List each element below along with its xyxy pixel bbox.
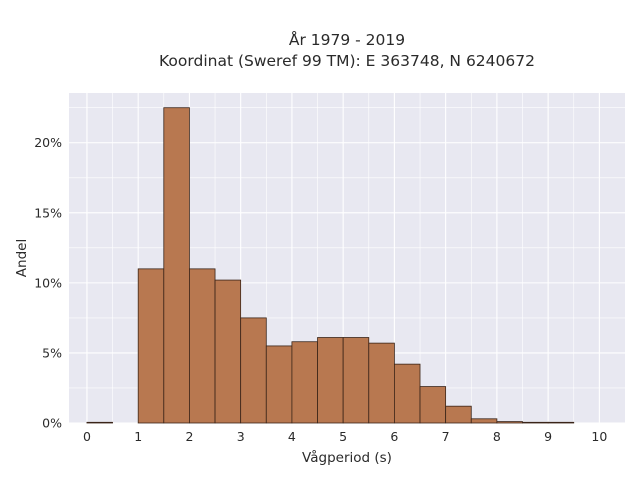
- y-tick-label: 15%: [34, 205, 62, 220]
- x-tick-label: 3: [237, 429, 245, 444]
- histogram-bar: [163, 107, 190, 424]
- histogram-bar: [419, 386, 447, 424]
- histogram-bar: [368, 342, 395, 424]
- y-tick-label: 0%: [42, 416, 62, 431]
- chart-title-line-2: Koordinat (Sweref 99 TM): E 363748, N 62…: [159, 52, 535, 70]
- y-axis-label: Andel: [14, 239, 30, 277]
- histogram-bar: [470, 418, 498, 424]
- histogram-bar: [342, 337, 370, 424]
- y-axis-ticks: 0% 5% 10% 15% 20%: [34, 135, 62, 430]
- chart-title-line-1: År 1979 - 2019: [289, 30, 405, 49]
- x-tick-label: 1: [134, 429, 142, 444]
- histogram-bar: [265, 345, 293, 424]
- histogram-bar: [547, 421, 575, 424]
- histogram-bar: [394, 363, 421, 424]
- x-tick-label: 9: [544, 429, 552, 444]
- histogram-bar: [137, 268, 165, 424]
- histogram-bar: [214, 279, 242, 424]
- histogram-bar: [317, 337, 344, 424]
- y-tick-label: 20%: [34, 135, 62, 150]
- bars: [86, 107, 575, 424]
- x-tick-label: 8: [493, 429, 501, 444]
- histogram-bar: [291, 341, 318, 424]
- histogram-bar: [496, 421, 523, 424]
- y-tick-label: 10%: [34, 275, 62, 290]
- histogram-bar: [189, 268, 216, 424]
- histogram-bar: [445, 405, 472, 424]
- x-tick-label: 0: [83, 429, 91, 444]
- histogram-bar: [240, 317, 267, 424]
- chart-title: År 1979 - 2019 Koordinat (Sweref 99 TM):…: [159, 30, 535, 70]
- x-tick-label: 6: [390, 429, 398, 444]
- x-axis-label: Vågperiod (s): [302, 449, 392, 466]
- x-tick-label: 4: [288, 429, 296, 444]
- histogram-bar: [522, 421, 549, 424]
- x-tick-label: 2: [185, 429, 193, 444]
- x-axis-ticks: 0 1 2 3 4 5 6 7 8 9 10: [83, 429, 607, 444]
- x-tick-label: 5: [339, 429, 347, 444]
- histogram-bar: [86, 421, 113, 424]
- x-tick-label: 10: [591, 429, 607, 444]
- x-tick-label: 7: [442, 429, 450, 444]
- y-tick-label: 5%: [42, 345, 62, 360]
